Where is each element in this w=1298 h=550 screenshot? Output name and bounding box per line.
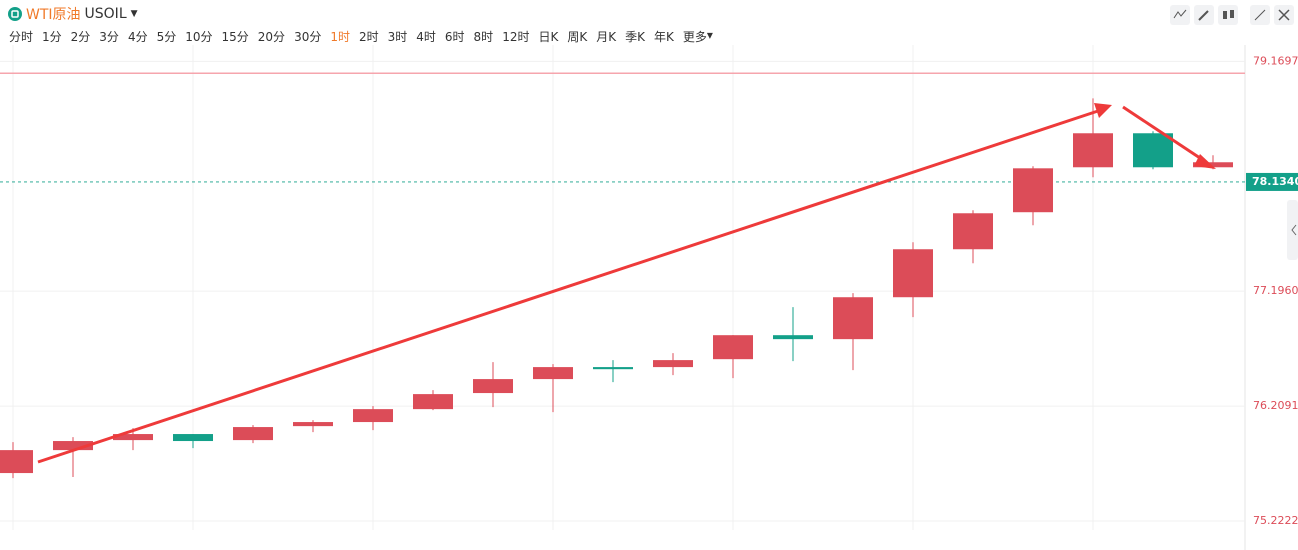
interval-option[interactable]: 年K <box>653 30 674 44</box>
annotation-arrows <box>37 103 1216 464</box>
candle-body <box>653 360 693 368</box>
more-caret[interactable]: ▾ <box>706 28 713 42</box>
candle-body <box>833 297 873 340</box>
candle-body <box>233 427 273 441</box>
last-price-label: 78.1340 <box>1252 175 1298 188</box>
candle-body <box>1193 162 1233 168</box>
interval-option[interactable]: 5分 <box>156 30 177 44</box>
candle-body <box>1013 168 1053 213</box>
candle-body <box>953 213 993 250</box>
symbol-code[interactable]: USOIL <box>84 6 127 22</box>
interval-option[interactable]: 2分 <box>70 30 91 44</box>
interval-option[interactable]: 2时 <box>358 30 379 44</box>
y-tick-label: 76.2091 <box>1253 399 1298 412</box>
interval-option[interactable]: 日K <box>538 30 559 44</box>
y-tick-label: 79.1697 <box>1253 54 1298 67</box>
symbol-name[interactable]: WTI原油 <box>26 7 81 23</box>
icon-candle[interactable] <box>1218 5 1238 25</box>
candle-body <box>533 367 573 380</box>
interval-option[interactable]: 月K <box>596 30 617 44</box>
interval-bar: 分时 1分 2分 3分 4分 5分 10分 15分 20分 30分 1时 2时 3时 4时 6时 8时 12时日… <box>9 28 713 45</box>
trend-arrow <box>1122 105 1207 164</box>
interval-option[interactable]: 12时 <box>502 30 530 44</box>
interval-option[interactable]: 6时 <box>444 30 465 44</box>
interval-option[interactable]: 更多 <box>682 30 707 44</box>
interval-option[interactable]: 10分 <box>185 30 213 44</box>
dropdown-caret[interactable]: ▼ <box>130 9 138 19</box>
candle-body <box>713 335 753 360</box>
candle-body <box>773 335 813 340</box>
interval-option[interactable]: 4分 <box>127 30 148 44</box>
interval-option[interactable]: 分时 <box>9 30 34 44</box>
candle-body <box>293 422 333 427</box>
candle-body <box>473 379 513 394</box>
arrow-head <box>1194 154 1216 169</box>
interval-option[interactable]: 30分 <box>294 30 322 44</box>
interval-option[interactable]: 1时 <box>330 30 350 44</box>
interval-option[interactable]: 3分 <box>99 30 119 44</box>
candle-body <box>1133 133 1173 168</box>
interval-option[interactable]: 8时 <box>473 30 494 44</box>
interval-option[interactable]: 周K <box>567 30 588 44</box>
tool-icons <box>1170 5 1294 25</box>
candle-body <box>593 367 633 370</box>
y-tick-label: 77.1960 <box>1253 284 1298 297</box>
candle-body <box>173 434 213 442</box>
candle-body <box>413 394 453 410</box>
interval-option[interactable]: 15分 <box>221 30 249 44</box>
side-toggle-icon <box>1291 224 1297 236</box>
candle-body <box>1073 133 1113 168</box>
interval-option[interactable]: 季K <box>625 30 645 44</box>
candle-body <box>113 434 153 441</box>
interval-option[interactable]: 4时 <box>416 30 436 44</box>
interval-option[interactable]: 1分 <box>42 30 62 44</box>
logo <box>8 7 22 21</box>
toolbar: WTI原油 USOIL ▼ 分时 1分 2分 3分 4分 5分 10分 15分 20分 30分 1时… <box>0 0 1298 45</box>
candle-body <box>53 441 93 451</box>
candle-body <box>353 409 393 423</box>
plot <box>0 45 1245 530</box>
interval-option[interactable]: 20分 <box>257 30 286 44</box>
symbol-title: WTI原油 USOIL ▼ <box>8 4 138 24</box>
y-tick-label: 75.2222 <box>1253 514 1298 527</box>
candle-body <box>0 450 33 474</box>
trend-arrow <box>37 108 1102 464</box>
candle-body <box>893 249 933 298</box>
arrow-head <box>1094 103 1112 118</box>
interval-option[interactable]: 3时 <box>387 30 408 44</box>
last-price-box <box>1246 172 1298 191</box>
